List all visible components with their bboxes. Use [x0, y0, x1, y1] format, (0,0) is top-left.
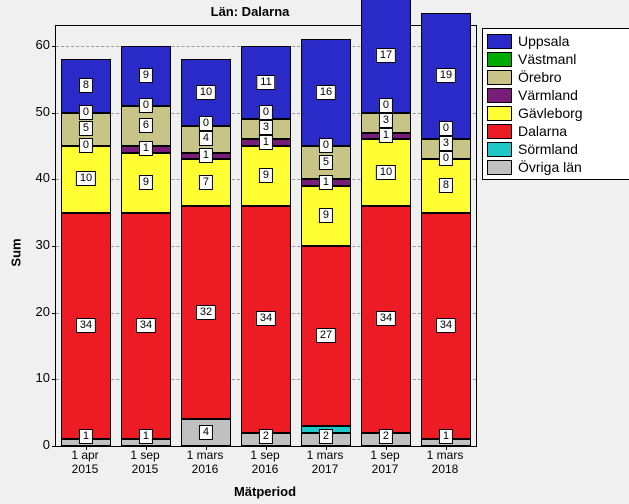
ytick-label: 30	[10, 237, 50, 252]
value-label: 0	[139, 98, 153, 113]
y-axis-label: Sum	[6, 0, 26, 504]
xtick-label: 1 sep 2016	[235, 448, 295, 476]
value-label: 5	[79, 121, 93, 136]
value-label: 4	[199, 425, 213, 440]
value-label: 27	[316, 328, 336, 343]
xtick-label: 1 mars 2018	[415, 448, 475, 476]
value-label: 0	[439, 121, 453, 136]
plot-area: 1341005081349160943271401023491301122791…	[55, 25, 477, 447]
value-label: 9	[259, 168, 273, 183]
value-label: 1	[79, 429, 93, 444]
legend-swatch	[487, 88, 512, 103]
xtick-label: 1 sep 2015	[115, 448, 175, 476]
ytick-label: 20	[10, 304, 50, 319]
ytick-mark	[52, 379, 56, 380]
legend-label: Övriga län	[518, 159, 582, 175]
value-label: 7	[199, 175, 213, 190]
legend-item: Västmanl	[487, 50, 627, 68]
ytick-label: 0	[10, 437, 50, 452]
value-label: 1	[259, 135, 273, 150]
value-label: 1	[199, 148, 213, 163]
value-label: 3	[439, 136, 453, 151]
value-label: 9	[139, 175, 153, 190]
value-label: 0	[379, 98, 393, 113]
ytick-mark	[52, 446, 56, 447]
legend-label: Örebro	[518, 69, 562, 85]
ytick-label: 50	[10, 104, 50, 119]
legend-swatch	[487, 160, 512, 175]
xtick-label: 1 sep 2017	[355, 448, 415, 476]
legend-label: Sörmland	[518, 141, 578, 157]
ytick-label: 40	[10, 170, 50, 185]
value-label: 0	[199, 116, 213, 131]
value-label: 34	[76, 318, 96, 333]
value-label: 34	[376, 311, 396, 326]
value-label: 1	[139, 141, 153, 156]
value-label: 2	[379, 429, 393, 444]
value-label: 10	[196, 85, 216, 100]
value-label: 1	[319, 175, 333, 190]
value-label: 0	[319, 138, 333, 153]
ytick-mark	[52, 246, 56, 247]
legend-swatch	[487, 34, 512, 49]
legend-item: Örebro	[487, 68, 627, 86]
ytick-label: 10	[10, 370, 50, 385]
value-label: 3	[259, 120, 273, 135]
value-label: 6	[139, 118, 153, 133]
legend-item: Värmland	[487, 86, 627, 104]
value-label: 10	[376, 165, 396, 180]
value-label: 16	[316, 85, 336, 100]
legend-label: Värmland	[518, 87, 578, 103]
xtick-label: 1 apr 2015	[55, 448, 115, 476]
value-label: 1	[379, 128, 393, 143]
x-axis-label: Mätperiod	[55, 484, 475, 499]
value-label: 3	[379, 113, 393, 128]
value-label: 0	[79, 105, 93, 120]
ytick-mark	[52, 113, 56, 114]
value-label: 0	[79, 138, 93, 153]
value-label: 34	[256, 311, 276, 326]
legend-item: Sörmland	[487, 140, 627, 158]
legend-item: Gävleborg	[487, 104, 627, 122]
legend-swatch	[487, 106, 512, 121]
value-label: 0	[259, 105, 273, 120]
ytick-label: 60	[10, 37, 50, 52]
value-label: 10	[76, 171, 96, 186]
value-label: 34	[136, 318, 156, 333]
legend-label: Uppsala	[518, 33, 569, 49]
legend-swatch	[487, 124, 512, 139]
value-label: 9	[319, 208, 333, 223]
legend-label: Dalarna	[518, 123, 567, 139]
value-label: 1	[439, 429, 453, 444]
xtick-label: 1 mars 2016	[175, 448, 235, 476]
value-label: 2	[319, 429, 333, 444]
legend-label: Västmanl	[518, 51, 576, 67]
xtick-label: 1 mars 2017	[295, 448, 355, 476]
ytick-mark	[52, 179, 56, 180]
legend-item: Övriga län	[487, 158, 627, 176]
value-label: 0	[439, 151, 453, 166]
value-label: 1	[139, 429, 153, 444]
value-label: 17	[376, 48, 396, 63]
value-label: 4	[199, 131, 213, 146]
legend-swatch	[487, 142, 512, 157]
value-label: 8	[439, 178, 453, 193]
legend-item: Dalarna	[487, 122, 627, 140]
legend-label: Gävleborg	[518, 105, 583, 121]
legend-swatch	[487, 52, 512, 67]
chart-container: Län: Dalarna Sum Mätperiod 1341005081349…	[0, 0, 629, 504]
value-label: 8	[79, 78, 93, 93]
value-label: 5	[319, 155, 333, 170]
value-label: 9	[139, 68, 153, 83]
legend-item: Uppsala	[487, 32, 627, 50]
ytick-mark	[52, 46, 56, 47]
value-label: 11	[256, 75, 275, 90]
value-label: 19	[436, 68, 456, 83]
ytick-mark	[52, 313, 56, 314]
legend: Uppsala Västmanl Örebro Värmland Gävleborg Da…	[482, 28, 629, 180]
legend-swatch	[487, 70, 512, 85]
value-label: 34	[436, 318, 456, 333]
value-label: 2	[259, 429, 273, 444]
value-label: 32	[196, 305, 216, 320]
